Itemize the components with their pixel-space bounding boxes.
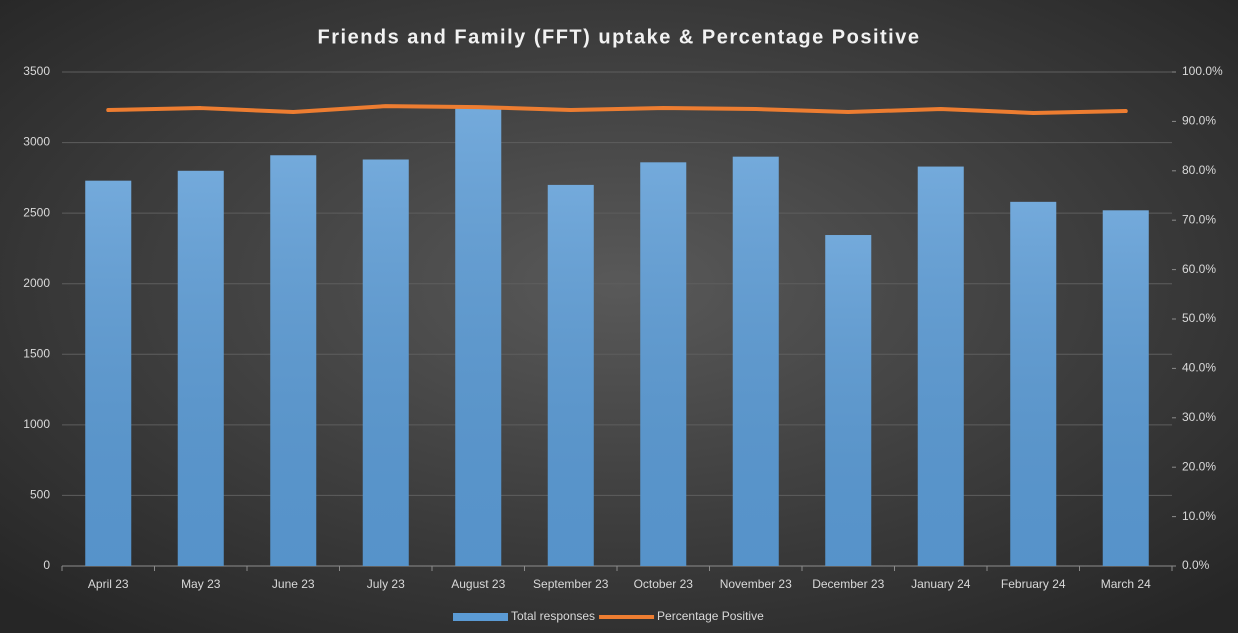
legend-swatch <box>453 613 508 621</box>
y-tick-label: 2000 <box>23 276 50 290</box>
y-tick-label: 1500 <box>23 346 50 360</box>
x-tick-label: August 23 <box>451 577 505 591</box>
x-tick-label: December 23 <box>812 577 884 591</box>
y2-tick-label: 20.0% <box>1182 459 1216 473</box>
bar-shade <box>1102 210 1149 566</box>
y2-tick-label: 30.0% <box>1182 410 1216 424</box>
chart-title: Friends and Family (FFT) uptake & Percen… <box>318 26 921 48</box>
y2-tick-label: 80.0% <box>1182 163 1216 177</box>
y2-tick-label: 70.0% <box>1182 212 1216 226</box>
y2-tick-label: 40.0% <box>1182 361 1216 375</box>
bar-shade <box>640 162 687 566</box>
y-tick-label: 3000 <box>23 135 50 149</box>
y-tick-label: 0 <box>43 558 50 572</box>
bar-shade <box>177 170 224 567</box>
y2-tick-label: 10.0% <box>1182 509 1216 523</box>
line <box>106 104 1128 116</box>
bar-shade <box>1010 201 1057 566</box>
y2-tick-label: 90.0% <box>1182 114 1216 128</box>
bar-shade <box>825 235 872 566</box>
y2-tick-label: 0.0% <box>1182 558 1210 572</box>
legend-label: Total responses <box>511 609 595 623</box>
legend-label: Percentage Positive <box>657 609 764 623</box>
x-tick-label: April 23 <box>88 577 129 591</box>
x-tick-label: October 23 <box>634 577 694 591</box>
x-tick-label: June 23 <box>272 577 315 591</box>
bar-shade <box>362 159 409 566</box>
x-tick-label: November 23 <box>720 577 792 591</box>
x-tick-label: February 24 <box>1001 577 1066 591</box>
x-tick-label: July 23 <box>367 577 405 591</box>
bar-shade <box>917 166 964 566</box>
y-tick-label: 2500 <box>23 205 50 219</box>
y2-tick-label: 50.0% <box>1182 311 1216 325</box>
x-tick-label: January 24 <box>911 577 971 591</box>
x-tick-label: September 23 <box>533 577 609 591</box>
y2-tick-label: 60.0% <box>1182 262 1216 276</box>
y-tick-label: 3500 <box>23 64 50 78</box>
y-tick-label: 500 <box>30 488 50 502</box>
bar-shade <box>85 180 132 566</box>
bar-shade <box>455 107 502 567</box>
bar-shade <box>547 184 594 566</box>
y-tick-label: 1000 <box>23 417 50 431</box>
x-tick-label: March 24 <box>1101 577 1151 591</box>
x-tick-label: May 23 <box>181 577 221 591</box>
bar-shade <box>732 156 779 566</box>
y2-tick-label: 100.0% <box>1182 64 1223 78</box>
bar-shade <box>270 155 317 566</box>
